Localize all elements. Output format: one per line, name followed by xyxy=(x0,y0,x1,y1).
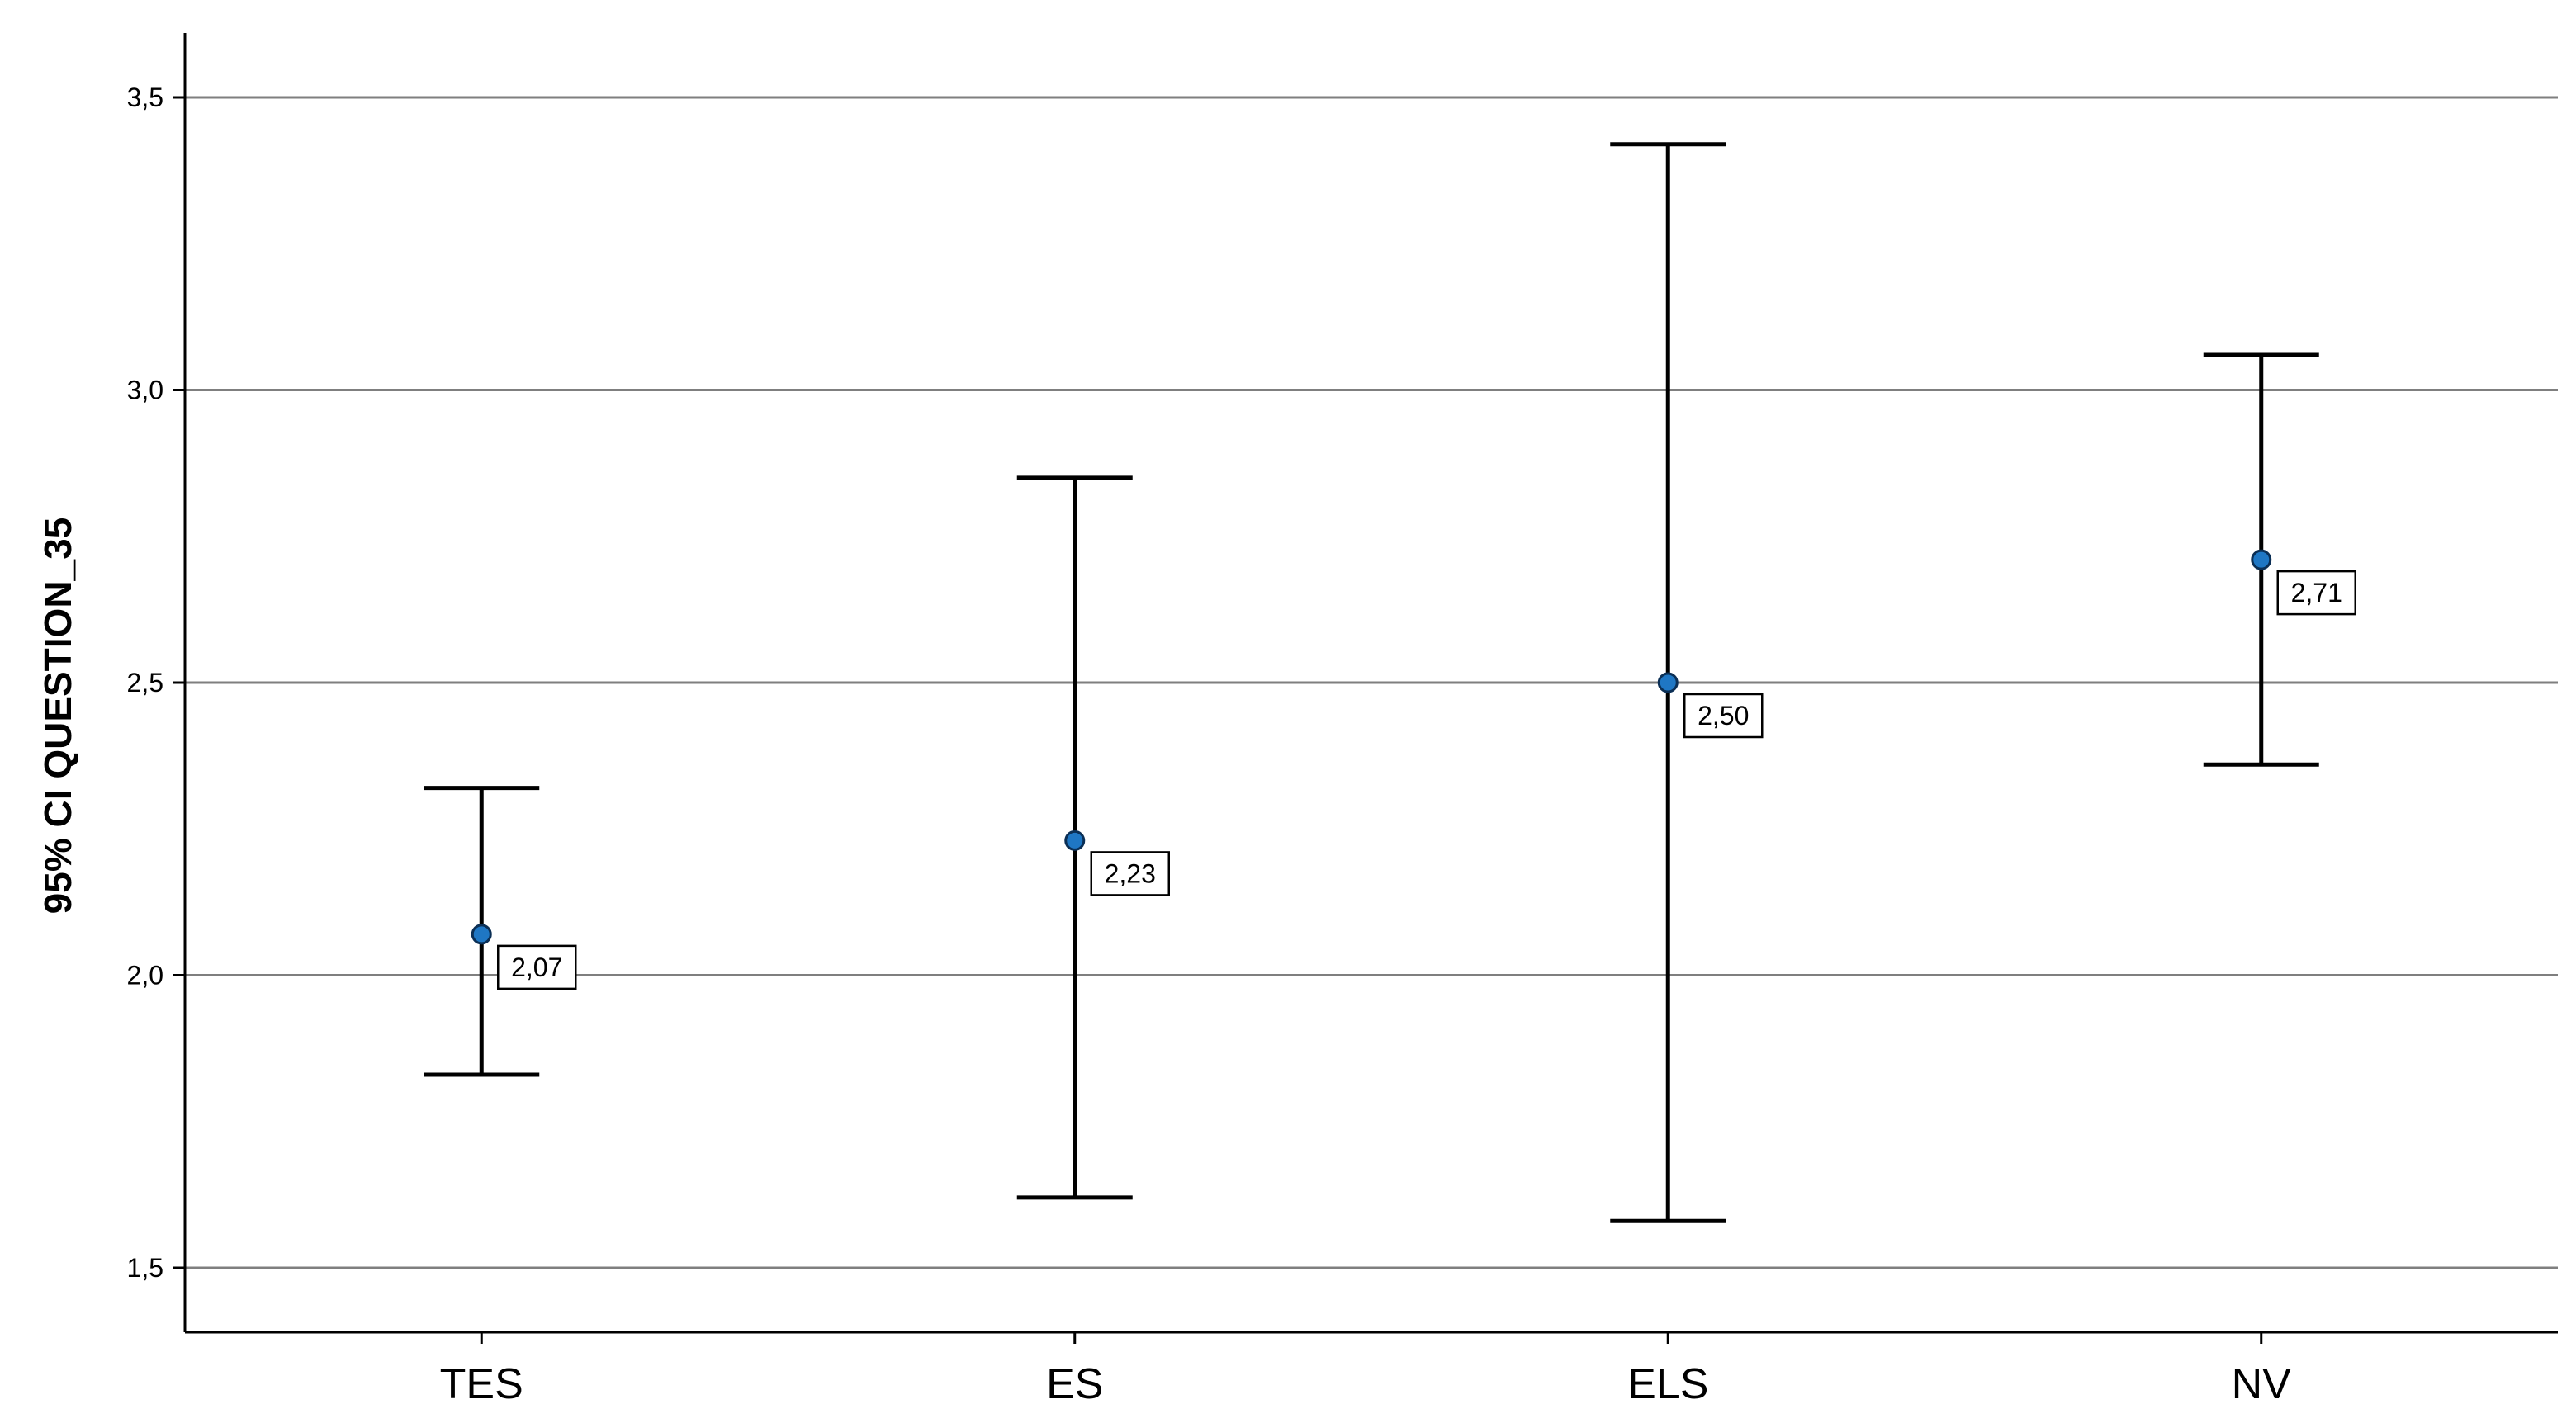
mean-label: 2,50 xyxy=(1698,701,1749,730)
mean-label: 2,07 xyxy=(511,953,562,982)
mean-marker xyxy=(471,924,492,945)
y-axis-label: 95% CI QUESTION_35 xyxy=(36,518,79,915)
x-category-label: NV xyxy=(2232,1360,2292,1408)
x-category-label: TES xyxy=(440,1360,523,1408)
mean-label-box xyxy=(1683,693,1764,739)
y-tick-label: 2,5 xyxy=(127,668,163,697)
y-tick-label: 2,0 xyxy=(127,961,163,990)
x-category-labels: TES ES ELS NV xyxy=(440,1360,2291,1408)
error-bars xyxy=(424,142,2319,1223)
mean-label: 2,23 xyxy=(1105,858,1156,888)
mean-data-labels: 2,07 2,23 2,50 2,71 xyxy=(497,570,2356,990)
gridlines xyxy=(185,96,2558,1269)
mean-marker xyxy=(2251,549,2272,570)
mean-marker xyxy=(1657,672,1679,693)
mean-marker xyxy=(1064,830,1086,851)
x-category-label: ES xyxy=(1046,1360,1103,1408)
y-tick-labels: 1,5 2,0 2,5 3,0 3,5 xyxy=(127,83,163,1283)
y-tick-label: 1,5 xyxy=(127,1253,163,1283)
x-category-label: ELS xyxy=(1627,1360,1708,1408)
y-tick-label: 3,5 xyxy=(127,83,163,112)
y-tick-label: 3,0 xyxy=(127,375,163,404)
mean-label-box xyxy=(1090,851,1170,896)
mean-label-box xyxy=(497,944,577,990)
mean-label-box xyxy=(2276,570,2356,616)
mean-label: 2,71 xyxy=(2291,578,2342,607)
axes xyxy=(173,33,2558,1344)
